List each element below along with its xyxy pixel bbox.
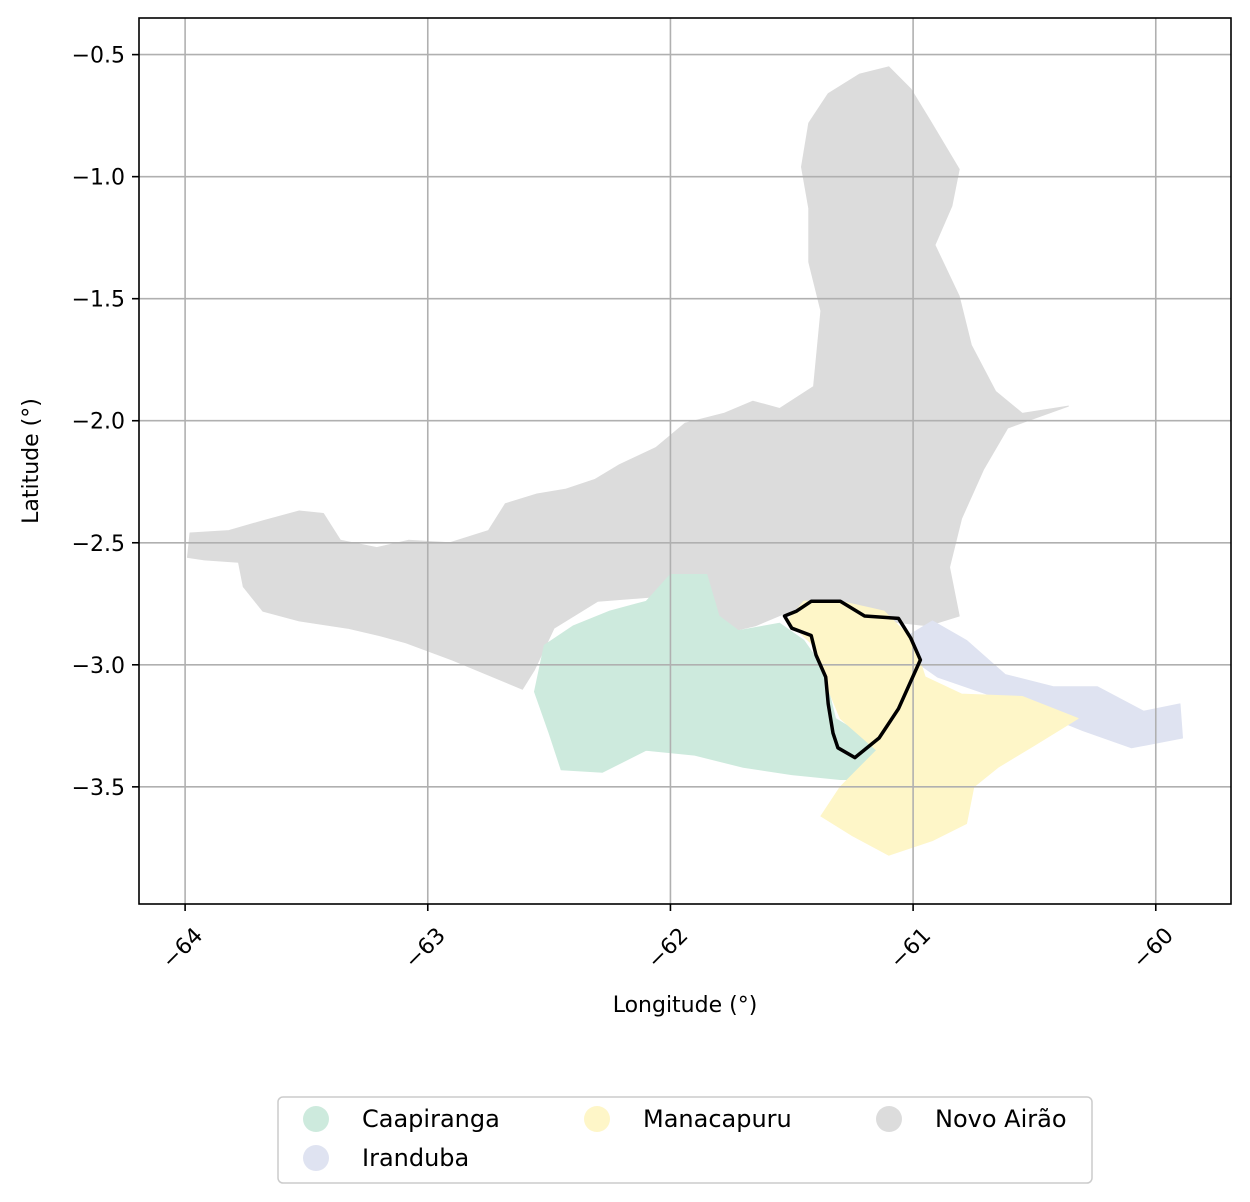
region-novo-airao — [187, 66, 1069, 690]
y-tick-label: −1.0 — [72, 166, 125, 191]
region-caapiranga — [534, 574, 895, 780]
legend: Caapiranga Iranduba Manacapuru Novo Airã… — [277, 1096, 1093, 1184]
plot-area — [138, 17, 1232, 905]
y-tick-label: −2.5 — [72, 532, 125, 557]
y-tick-label: −0.5 — [72, 44, 125, 69]
legend-marker-iranduba — [303, 1145, 329, 1171]
grid-lines — [139, 18, 1231, 904]
legend-marker-manacapuru — [584, 1106, 610, 1132]
y-axis-title: Latitude (°) — [19, 398, 44, 524]
y-tick-label: −3.5 — [72, 776, 125, 801]
y-tick-label: −1.5 — [72, 288, 125, 313]
plot-frame — [138, 17, 1232, 905]
y-tick-label: −3.0 — [72, 654, 125, 679]
legend-marker-caapiranga — [303, 1106, 329, 1132]
legend-label-novo-airao: Novo Airão — [935, 1105, 1067, 1133]
legend-marker-novo-airao — [876, 1106, 902, 1132]
x-axis-title: Longitude (°) — [613, 993, 758, 1018]
y-axis-ticks: −0.5 −1.0 −1.5 −2.0 −2.5 −3.0 −3.5 — [72, 44, 139, 801]
legend-label-iranduba: Iranduba — [362, 1144, 469, 1172]
highlight-outline-manacapuru — [782, 599, 923, 760]
legend-label-manacapuru: Manacapuru — [643, 1105, 792, 1133]
highlight-outline-layer — [782, 599, 923, 760]
legend-label-caapiranga: Caapiranga — [362, 1105, 500, 1133]
region-iranduba — [907, 620, 1183, 749]
y-tick-label: −2.0 — [72, 410, 125, 435]
